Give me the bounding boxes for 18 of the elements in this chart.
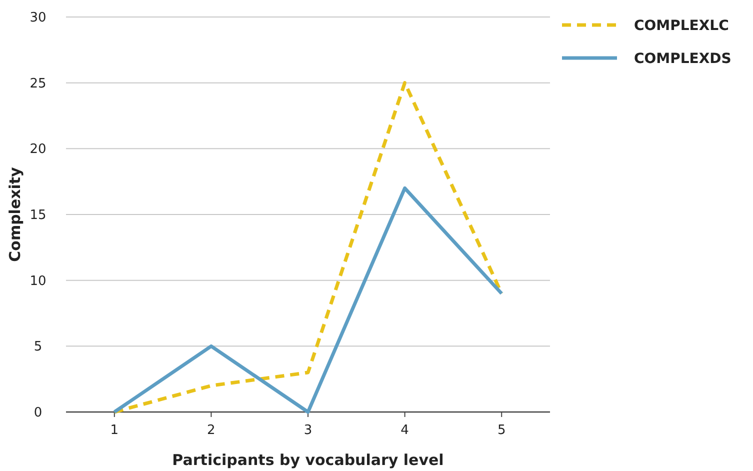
y-tick-label: 5 bbox=[34, 340, 42, 355]
x-tick-label: 1 bbox=[110, 423, 119, 438]
x-tick-label: 4 bbox=[400, 423, 409, 438]
y-tick-label: 15 bbox=[30, 208, 46, 224]
y-tick-label: 20 bbox=[30, 142, 46, 158]
y-tick-label: 0 bbox=[34, 406, 42, 421]
x-tick-label: 3 bbox=[304, 423, 312, 438]
x-tick-label: 5 bbox=[497, 423, 506, 438]
y-tick-label: 25 bbox=[30, 76, 46, 92]
line-series bbox=[112, 81, 504, 414]
legend-label: COMPLEXDS bbox=[634, 50, 732, 67]
y-tick-label: 30 bbox=[30, 10, 46, 26]
y-axis-title: Complexity bbox=[6, 166, 24, 262]
x-tick-label: 2 bbox=[207, 423, 216, 438]
x-axis-title: Participants by vocabulary level bbox=[172, 451, 444, 469]
line-series bbox=[112, 186, 504, 414]
y-tick-label: 10 bbox=[30, 274, 46, 289]
legend-label: COMPLEXLC bbox=[634, 18, 729, 34]
